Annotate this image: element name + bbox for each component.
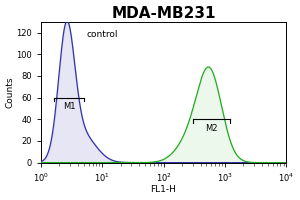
Y-axis label: Counts: Counts xyxy=(6,76,15,108)
Title: MDA-MB231: MDA-MB231 xyxy=(111,6,216,21)
X-axis label: FL1-H: FL1-H xyxy=(151,185,176,194)
Text: control: control xyxy=(87,30,118,39)
Text: M1: M1 xyxy=(63,102,75,111)
Text: M2: M2 xyxy=(205,124,218,133)
